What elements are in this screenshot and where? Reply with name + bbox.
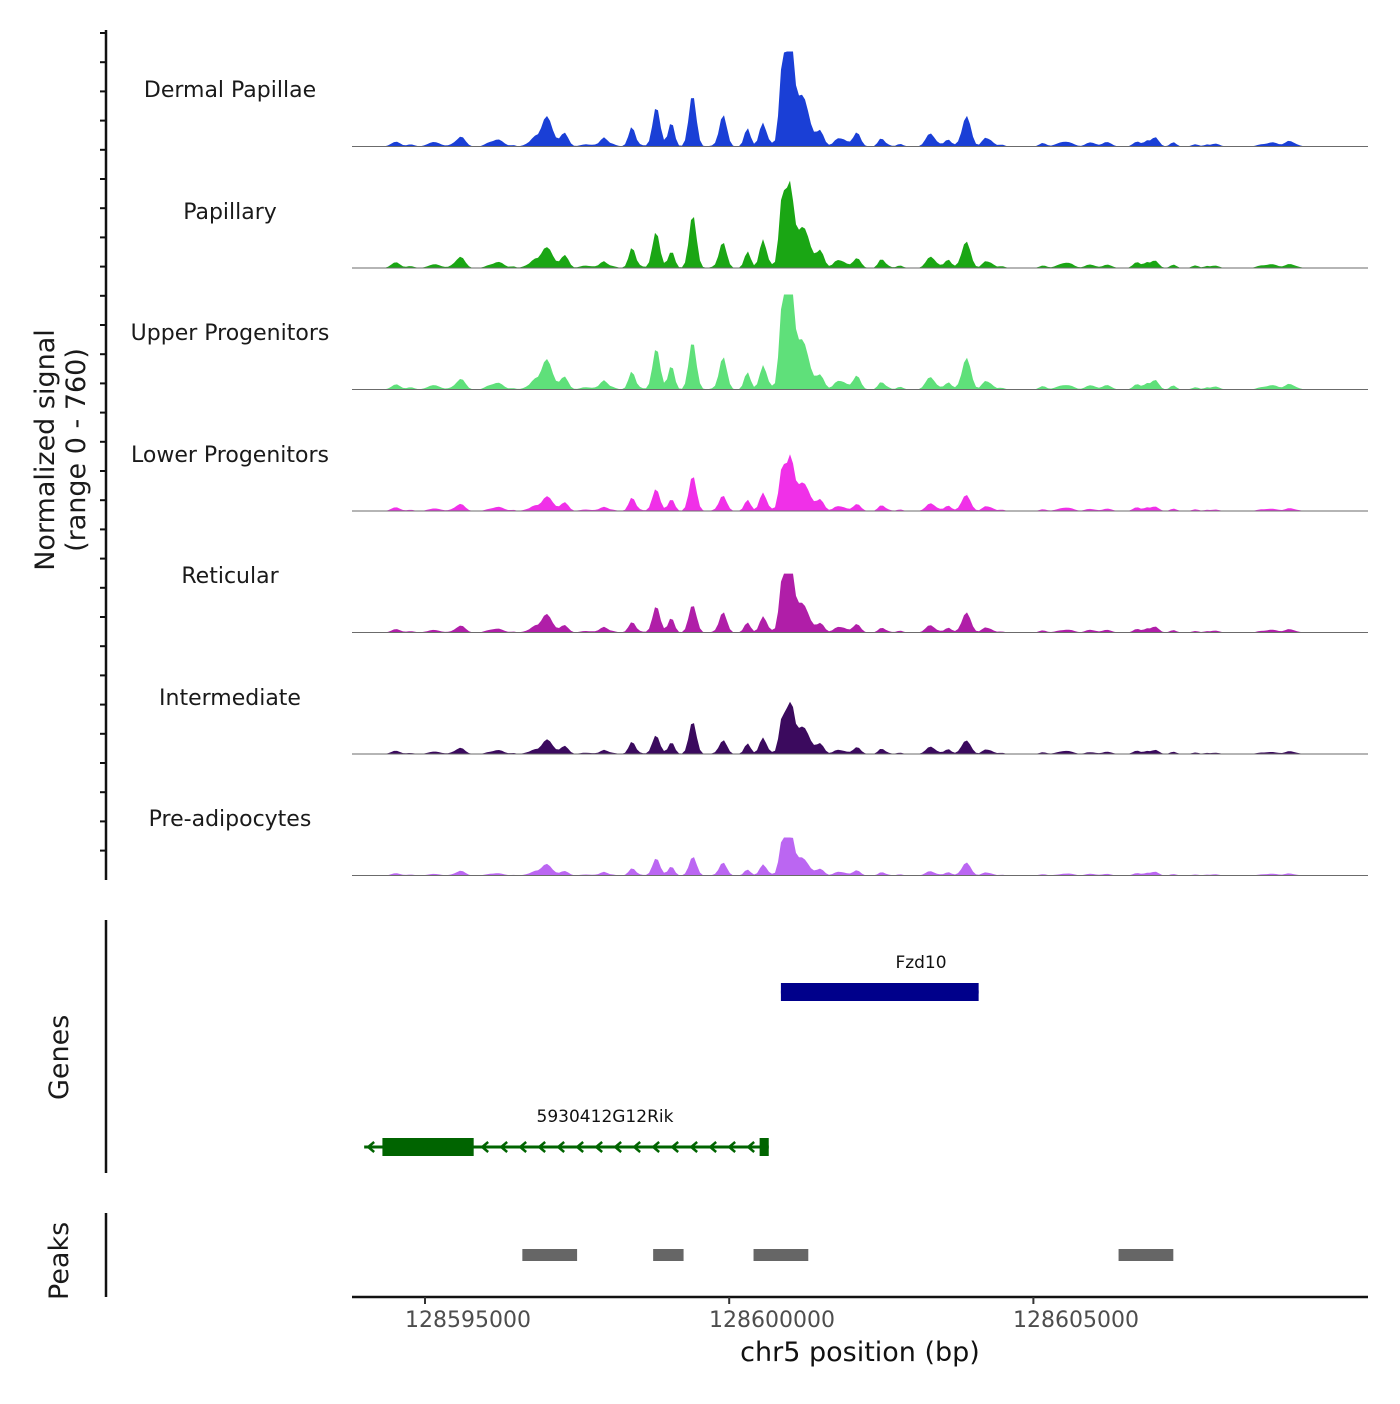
peaks-panel-title: Peaks <box>44 1221 75 1300</box>
track-label-papillary: Papillary <box>183 200 277 225</box>
strand-arrow <box>537 1141 546 1153</box>
track-label-reticular: Reticular <box>181 564 279 589</box>
strand-arrow <box>651 1141 660 1153</box>
strand-arrow <box>727 1141 736 1153</box>
y-axis-title-line1: Normalized signal <box>30 329 61 571</box>
coverage-area-dermal-papillae <box>352 51 1368 147</box>
genes-panel-title: Genes <box>44 1014 75 1100</box>
coverage-area-reticular <box>352 573 1368 633</box>
strand-arrow <box>923 986 932 998</box>
strand-arrow <box>480 1141 489 1153</box>
strand-arrow <box>613 1141 622 1153</box>
strand-arrow <box>594 1141 603 1153</box>
x-tick-label: 128595000 <box>405 1308 531 1333</box>
strand-arrow <box>708 1141 717 1153</box>
strand-arrow <box>866 986 875 998</box>
strand-arrow <box>689 1141 698 1153</box>
strand-arrow <box>885 986 894 998</box>
strand-arrow <box>828 986 837 998</box>
strand-arrow <box>442 1141 451 1153</box>
coverage-area-pre-adipocytes <box>352 837 1368 876</box>
strand-arrow <box>632 1141 641 1153</box>
strand-arrow <box>518 1141 527 1153</box>
peak-bar <box>522 1249 578 1261</box>
track-label-lower-progenitors: Lower Progenitors <box>131 443 329 468</box>
track-label-upper-progenitors: Upper Progenitors <box>130 321 330 346</box>
strand-arrow <box>423 1141 432 1153</box>
strand-arrow <box>575 1141 584 1153</box>
peak-bar <box>653 1249 684 1261</box>
x-axis-title: chr5 position (bp) <box>740 1337 980 1368</box>
coverage-area-upper-progenitors <box>352 294 1368 390</box>
strand-arrow <box>904 986 913 998</box>
coverage-area-intermediate <box>352 701 1368 754</box>
coverage-area-lower-progenitors <box>352 454 1368 511</box>
coverage-area-papillary <box>352 180 1368 268</box>
gene-label-5930412g12rik: 5930412G12Rik <box>536 1107 674 1127</box>
gene-exon-5930412g12rik <box>759 1138 769 1156</box>
strand-arrow <box>746 1141 755 1153</box>
x-tick-label: 128605000 <box>1013 1308 1139 1333</box>
strand-arrow <box>790 986 799 998</box>
strand-arrow <box>556 1141 565 1153</box>
strand-arrow <box>961 986 970 998</box>
track-label-dermal-papillae: Dermal Papillae <box>143 78 317 103</box>
x-tick-label: 128600000 <box>709 1308 835 1333</box>
gene-label-fzd10: Fzd10 <box>895 953 947 973</box>
strand-arrow <box>847 986 856 998</box>
strand-arrow <box>809 986 818 998</box>
strand-arrow <box>385 1141 394 1153</box>
strand-arrow <box>366 1141 375 1153</box>
track-label-intermediate: Intermediate <box>159 686 301 711</box>
peak-bar <box>1118 1249 1174 1261</box>
strand-arrow <box>404 1141 413 1153</box>
strand-arrow <box>670 1141 679 1153</box>
peak-bar <box>753 1249 809 1261</box>
gene-exon-5930412g12rik <box>382 1138 474 1156</box>
strand-arrow <box>499 1141 508 1153</box>
strand-arrow <box>942 986 951 998</box>
track-label-pre-adipocytes: Pre-adipocytes <box>148 807 312 832</box>
y-axis-title: Normalized signal (range 0 - 760) <box>30 300 92 600</box>
y-axis-title-line2: (range 0 - 760) <box>61 348 92 552</box>
strand-arrow <box>461 1141 470 1153</box>
